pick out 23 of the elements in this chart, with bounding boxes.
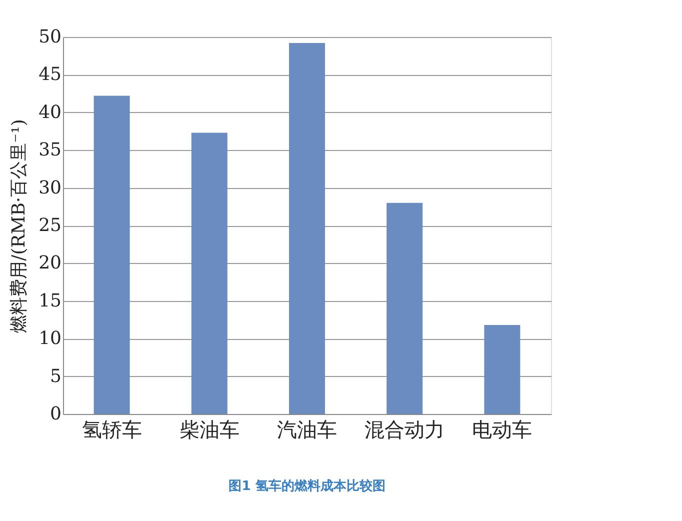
y-tick-label: 20 [38, 252, 62, 274]
x-tick-label: 电动车 [472, 418, 532, 442]
bar [191, 132, 228, 414]
y-tick-label: 15 [38, 290, 62, 312]
x-tick-label: 汽油车 [277, 418, 337, 442]
y-axis-title: 燃料费用/(RMB·百公里⁻¹) [8, 119, 30, 333]
y-tick-label: 40 [38, 102, 62, 123]
x-tick-label: 混合动力 [364, 418, 445, 442]
y-tick-label: 35 [38, 140, 62, 161]
x-tick-label: 柴油车 [179, 418, 240, 442]
bar [94, 96, 130, 414]
y-tick-label: 45 [38, 64, 62, 86]
y-tick-label: 5 [50, 366, 62, 387]
x-tick-label: 氢轿车 [82, 418, 142, 442]
bar [289, 43, 325, 414]
y-tick-label: 25 [38, 215, 62, 236]
y-tick-label: 30 [38, 177, 62, 198]
text: 图1 氢车的燃料成本比较图 [228, 478, 386, 494]
y-tick-label: 0 [50, 404, 62, 424]
y-tick-label: 10 [38, 328, 62, 350]
bar [386, 202, 423, 414]
bar [484, 325, 520, 414]
y-tick-label: 50 [38, 26, 62, 48]
